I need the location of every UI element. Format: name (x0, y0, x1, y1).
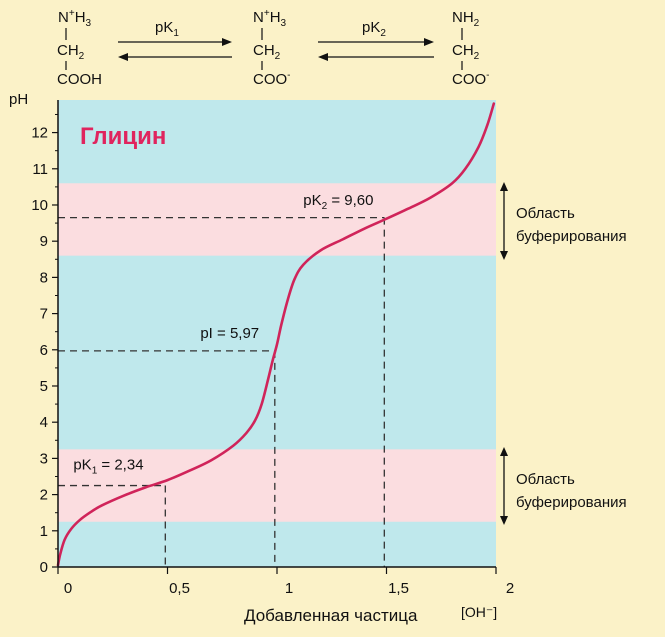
arrow-2-label: pK2 (362, 19, 386, 39)
titration-curve (56, 102, 496, 567)
y-tick-label-11: 11 (32, 161, 48, 178)
equilibrium-arrows-2: pK2 (318, 19, 434, 61)
annotations: pK1 = 2,34 pI = 5,97 pK2 = 9,60 (73, 192, 373, 476)
buffer-region-upper-line2: буферирования (516, 228, 627, 245)
chart-title: Глицин (80, 123, 166, 150)
arrow-2-backward-head (318, 53, 328, 61)
arrow-1-label: pK1 (155, 19, 179, 39)
y-tick-label-9: 9 (40, 233, 48, 250)
x-tick-label-2: 1 (285, 580, 293, 597)
species-1-bottom: COO- (253, 70, 291, 88)
species-0-top: N+H3 (58, 8, 92, 29)
species-0-mid: CH2 (57, 42, 85, 62)
buffer-region-lower-line1: Область (516, 471, 575, 488)
series-0-line (56, 102, 496, 567)
species-1-mid: CH2 (253, 42, 281, 62)
x-ticks: 0 0,5 1 1,5 2 (57, 567, 514, 597)
annotation-0: pK1 = 2,34 (73, 456, 143, 476)
y-axis-label: pH (9, 91, 28, 108)
species-1: N+H3 CH2 COO- (253, 8, 291, 88)
y-tick-label-5: 5 (40, 378, 48, 395)
arrow-2-forward-head (424, 38, 434, 46)
y-tick-label-1: 1 (40, 523, 48, 540)
y-tick-label-8: 8 (40, 269, 48, 286)
equilibrium-arrows-1: pK1 (118, 19, 232, 61)
guide-lines (58, 217, 385, 567)
annotation-2: pK2 = 9,60 (303, 192, 373, 212)
x-tick-label-4: 2 (506, 580, 514, 597)
species-1-top: N+H3 (253, 8, 287, 29)
y-tick-label-4: 4 (40, 414, 48, 431)
buffer-region-upper-marker (500, 182, 508, 260)
species-2-top: NH2 (452, 9, 480, 29)
y-tick-label-0: 0 (40, 559, 48, 576)
arrow-1-backward-head (118, 53, 128, 61)
x-tick-label-3: 1,5 (388, 580, 409, 597)
buffer-region-lower-line2: буферирования (516, 494, 627, 511)
species-2: NH2 CH2 COO- (452, 9, 490, 88)
y-tick-label-2: 2 (40, 487, 48, 504)
buffer-region-lower-marker (500, 447, 508, 525)
species-2-bottom: COO- (452, 70, 490, 88)
y-tick-label-6: 6 (40, 342, 48, 359)
species-0: N+H3 CH2 COOH (57, 8, 102, 88)
buffer-band-1 (58, 183, 496, 256)
y-tick-label-7: 7 (40, 306, 48, 323)
x-axis-unit: [OH⁻] (461, 604, 497, 620)
arrow-1-forward-head (222, 38, 232, 46)
annotation-1: pI = 5,97 (200, 325, 259, 342)
species-0-bottom: COOH (57, 71, 102, 88)
x-tick-label-1: 0,5 (169, 580, 190, 597)
y-tick-label-10: 10 (31, 197, 48, 214)
species-2-mid: CH2 (452, 42, 480, 62)
y-tick-label-3: 3 (40, 450, 48, 467)
y-tick-label-12: 12 (31, 125, 48, 142)
x-axis-label: Добавленная частица (244, 606, 418, 625)
buffer-region-upper-line1: Область (516, 205, 575, 222)
x-tick-label-0: 0 (64, 580, 72, 597)
reaction-scheme: N+H3 CH2 COOH N+H3 CH2 COO- NH2 CH2 COO- (57, 8, 490, 88)
